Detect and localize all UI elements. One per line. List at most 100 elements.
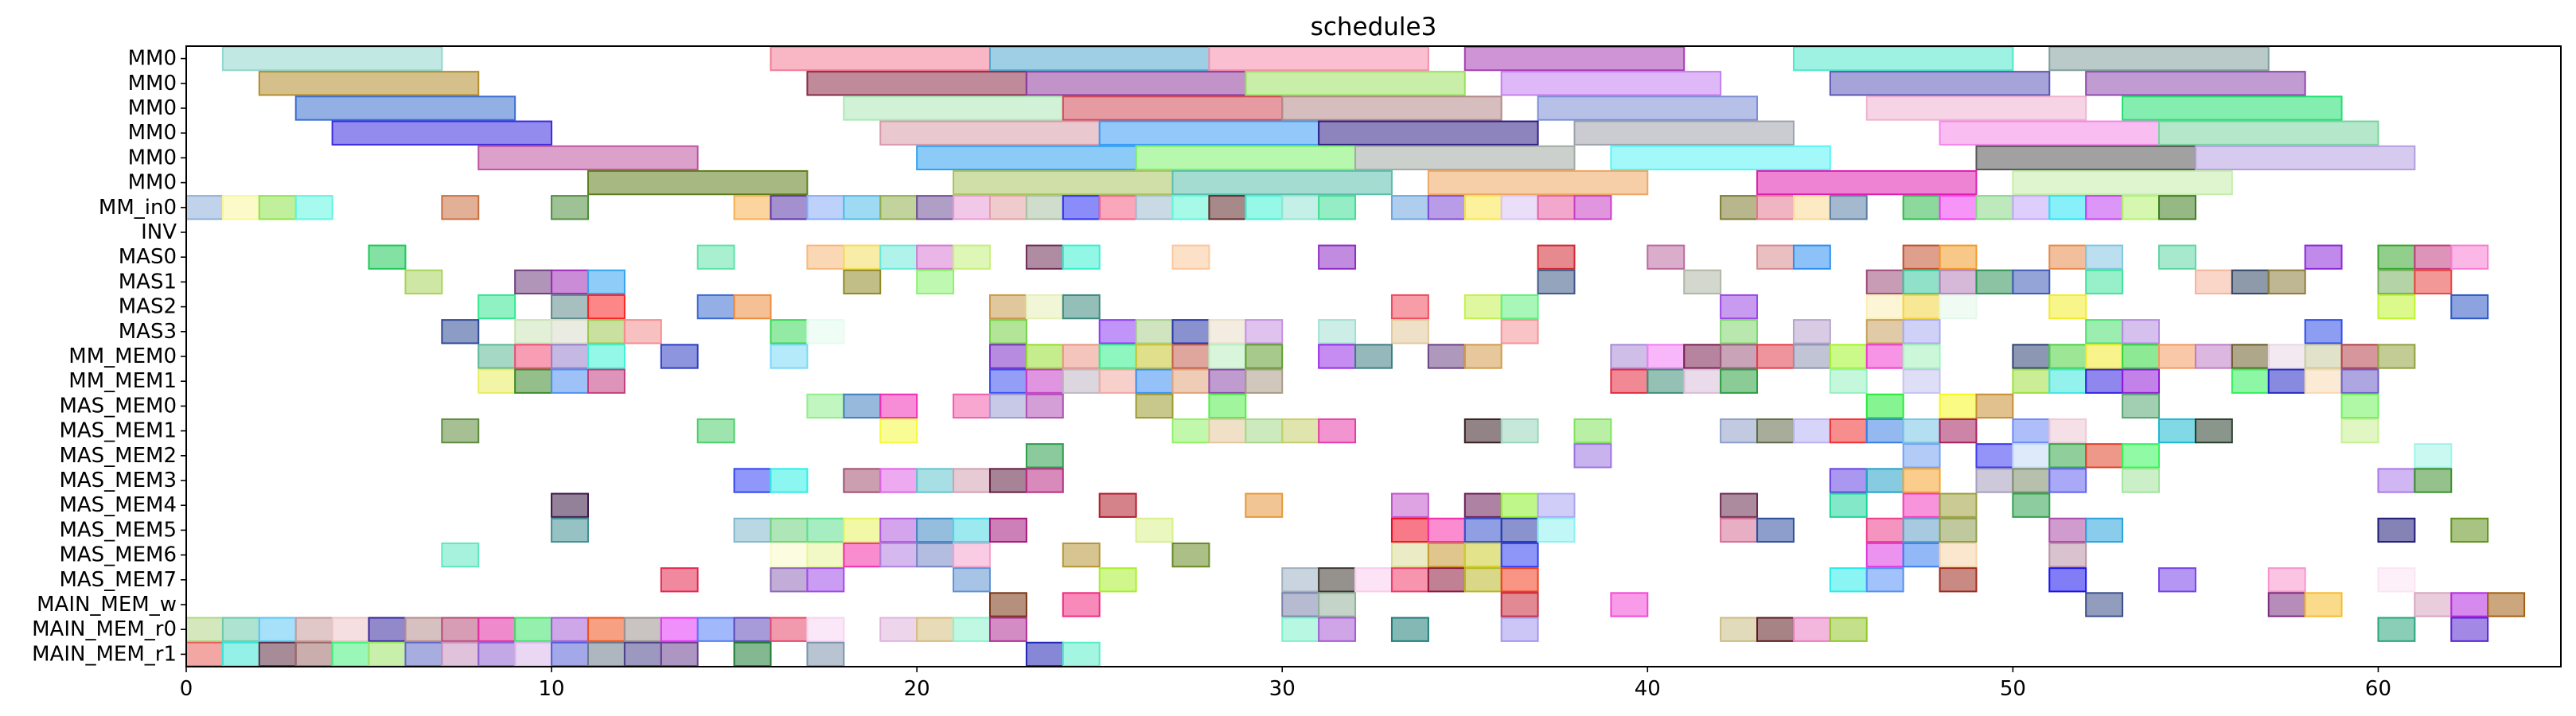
- task-bar: [1098, 319, 1137, 344]
- task-bar: [1720, 319, 1759, 344]
- task-bar: [1390, 294, 1429, 320]
- task-bar: [2048, 244, 2087, 270]
- row-label: MAIN_MEM_r1: [32, 642, 177, 666]
- task-bar: [2012, 443, 2051, 469]
- task-bar: [623, 319, 662, 344]
- task-bar: [1281, 418, 1320, 444]
- task-bar: [1573, 443, 1612, 469]
- task-bar: [1902, 443, 1941, 469]
- task-bar: [2340, 344, 2379, 369]
- task-bar: [331, 641, 370, 667]
- task-bar: [1171, 319, 1210, 344]
- task-bar: [1756, 617, 1795, 642]
- x-tick-label: 20: [904, 677, 930, 701]
- task-bar: [879, 393, 918, 419]
- row-label: MM0: [128, 72, 177, 95]
- task-bar: [1829, 418, 1868, 444]
- task-bar: [1208, 368, 1247, 394]
- task-bar: [1390, 319, 1429, 344]
- task-bar: [1647, 244, 1686, 270]
- task-bar: [1829, 567, 1868, 593]
- task-bar: [1829, 71, 2051, 96]
- task-bar: [2414, 468, 2453, 493]
- task-bar: [879, 617, 918, 642]
- task-bar: [1135, 344, 1174, 369]
- task-bar: [1500, 294, 1539, 320]
- task-bar: [2377, 468, 2416, 493]
- task-bar: [1098, 567, 1137, 593]
- task-bar: [2340, 418, 2379, 444]
- task-bar: [441, 641, 480, 667]
- task-bar: [1756, 418, 1795, 444]
- task-bar: [1975, 145, 2196, 171]
- task-bar: [2158, 120, 2379, 146]
- x-tick-label: 40: [1635, 677, 1661, 701]
- task-bar: [2377, 244, 2416, 270]
- task-bar: [587, 169, 809, 196]
- task-bar: [916, 244, 955, 270]
- task-bar: [1390, 517, 1429, 543]
- task-bar: [1720, 418, 1759, 444]
- task-bar: [2231, 368, 2270, 394]
- task-bar: [1683, 368, 1722, 394]
- task-bar: [551, 617, 589, 642]
- task-bar: [2085, 443, 2124, 469]
- task-bar: [1939, 567, 1978, 593]
- task-bar: [806, 542, 845, 568]
- task-bar: [1902, 492, 1941, 518]
- task-bar: [733, 617, 772, 642]
- task-bar: [1720, 617, 1759, 642]
- task-bar: [1537, 269, 1576, 295]
- task-bar: [1610, 592, 1649, 617]
- task-bar: [2085, 244, 2124, 270]
- task-bar: [514, 269, 553, 295]
- task-bar: [2012, 269, 2051, 295]
- task-bar: [1720, 344, 1759, 369]
- task-bar: [2450, 517, 2489, 543]
- task-bar: [2450, 592, 2489, 617]
- task-bar: [2340, 393, 2379, 419]
- task-bar: [477, 294, 516, 320]
- task-bar: [1975, 443, 2014, 469]
- task-bar: [2012, 195, 2051, 220]
- row-label: INV: [141, 220, 177, 244]
- task-bar: [1062, 542, 1101, 568]
- task-bar: [733, 195, 772, 220]
- task-bar: [1208, 418, 1247, 444]
- task-bar: [916, 195, 955, 220]
- task-bar: [953, 393, 991, 419]
- task-bar: [441, 195, 480, 220]
- task-bar: [2304, 244, 2343, 270]
- task-bar: [1463, 294, 1502, 320]
- task-bar: [1390, 492, 1429, 518]
- task-bar: [806, 195, 845, 220]
- task-bar: [1537, 244, 1576, 270]
- task-bar: [770, 542, 809, 568]
- task-bar: [1537, 195, 1576, 220]
- task-bar: [441, 418, 480, 444]
- task-bar: [551, 517, 589, 543]
- task-bar: [1025, 468, 1064, 493]
- task-bar: [2012, 468, 2051, 493]
- task-bar: [1610, 368, 1649, 394]
- task-bar: [2377, 517, 2416, 543]
- task-bar: [988, 319, 1027, 344]
- task-bar: [1463, 344, 1502, 369]
- task-bar: [477, 617, 516, 642]
- task-bar: [1792, 195, 1831, 220]
- task-bar: [2304, 344, 2343, 369]
- row-label: MAS_MEM5: [59, 518, 177, 542]
- task-bar: [1865, 567, 1904, 593]
- task-bar: [843, 517, 882, 543]
- row-label: MAS0: [119, 245, 177, 269]
- task-bar: [1500, 319, 1539, 344]
- task-bar: [1281, 617, 1320, 642]
- task-bar: [1062, 244, 1101, 270]
- task-bar: [770, 468, 809, 493]
- task-bar: [988, 517, 1027, 543]
- task-bar: [1463, 195, 1502, 220]
- task-bar: [1171, 344, 1210, 369]
- task-bar: [806, 517, 845, 543]
- task-bar: [2267, 269, 2306, 295]
- task-bar: [1865, 269, 1904, 295]
